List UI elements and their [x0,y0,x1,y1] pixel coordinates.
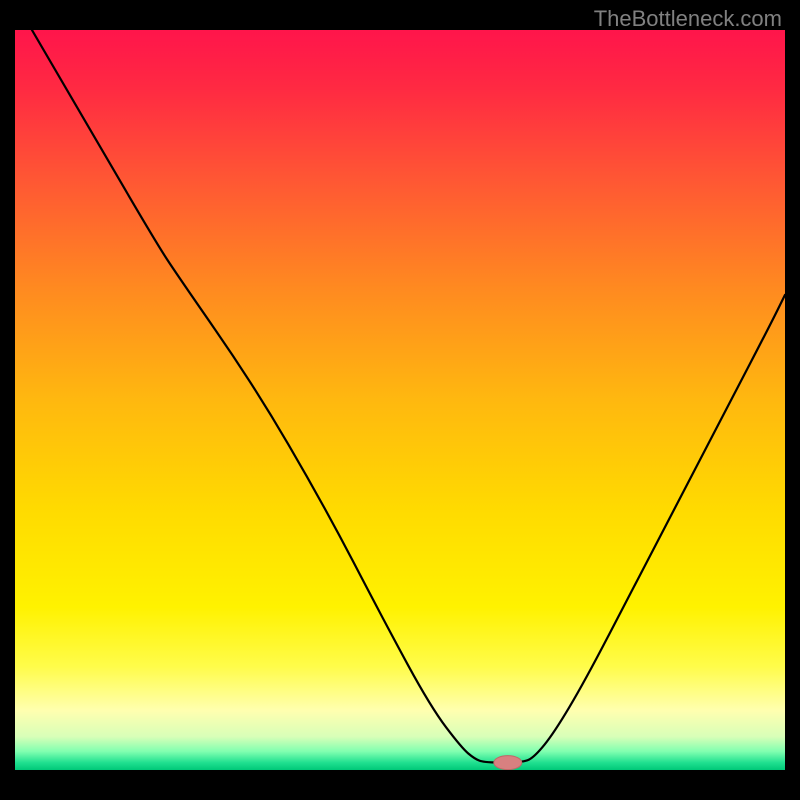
watermark-text: TheBottleneck.com [594,6,782,32]
optimal-marker [494,756,522,770]
chart-container: TheBottleneck.com [0,0,800,800]
chart-svg [15,30,785,770]
plot-area [15,30,785,770]
gradient-background [15,30,785,770]
